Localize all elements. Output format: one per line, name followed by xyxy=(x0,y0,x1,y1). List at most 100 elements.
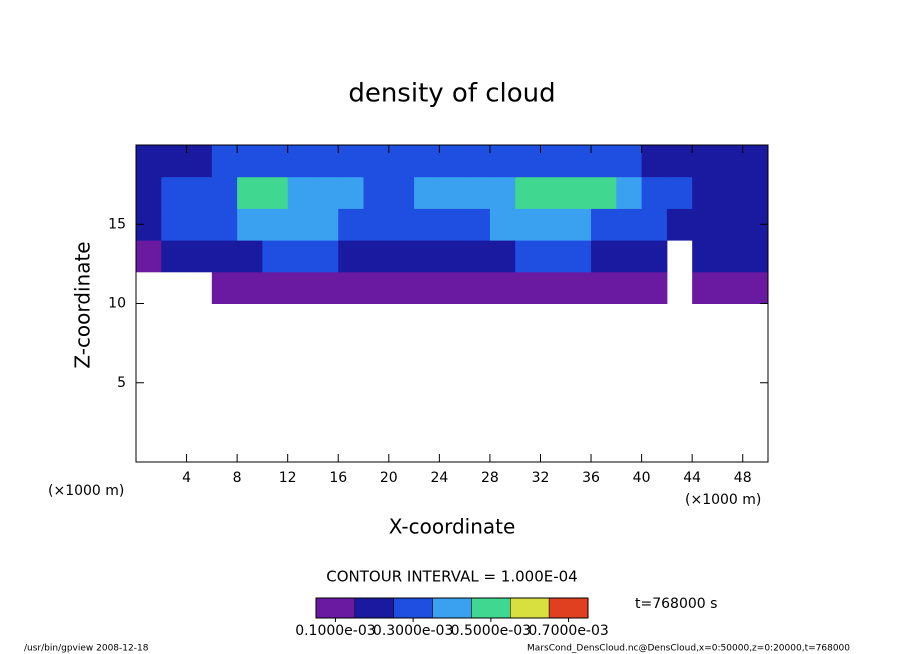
heat-cell xyxy=(717,240,744,273)
heat-cell xyxy=(287,271,314,304)
heat-cell xyxy=(464,240,491,273)
x-unit: (×1000 m) xyxy=(48,483,124,499)
heat-cell xyxy=(211,208,238,241)
heat-cell xyxy=(591,208,617,241)
heat-cell xyxy=(565,176,592,209)
heat-cell xyxy=(591,176,617,209)
heat-cell xyxy=(540,240,567,273)
heat-cell xyxy=(616,271,643,304)
x-tick-label: 48 xyxy=(734,470,752,486)
heat-cell xyxy=(692,176,718,209)
heat-cell xyxy=(262,208,289,241)
heat-cell xyxy=(591,240,617,273)
heat-cell xyxy=(312,176,339,209)
heat-cell xyxy=(641,208,668,241)
x-axis-label: X-coordinate xyxy=(389,515,516,539)
colorbar-tick-label: 0.7000e-03 xyxy=(528,623,608,639)
colorbar-segment xyxy=(471,597,511,619)
heat-cell xyxy=(363,240,390,273)
colorbar-frame xyxy=(315,597,589,619)
heat-cell xyxy=(237,145,263,178)
heat-cell xyxy=(363,145,390,178)
heat-cell xyxy=(464,208,491,241)
heat-cell xyxy=(540,176,567,209)
heat-cell xyxy=(211,145,238,178)
heat-cell xyxy=(414,208,440,241)
heat-cell xyxy=(616,145,643,178)
heat-cell xyxy=(312,145,339,178)
heat-cell xyxy=(489,240,516,273)
heat-cell xyxy=(312,240,339,273)
heat-cell xyxy=(641,271,668,304)
colorbar-segment xyxy=(432,597,472,619)
heat-cell xyxy=(489,208,516,241)
heat-cell xyxy=(287,176,314,209)
y-tick-label: 5 xyxy=(117,375,126,391)
heat-cell xyxy=(414,240,440,273)
x-tick-label: 44 xyxy=(683,470,701,486)
y-axis-label: Z-coordinate xyxy=(71,241,95,368)
heat-cell xyxy=(186,145,213,178)
heat-cell xyxy=(287,240,314,273)
heat-cell xyxy=(692,240,718,273)
heat-cell xyxy=(136,240,162,273)
heat-cell xyxy=(388,208,415,241)
colorbar-segment xyxy=(548,597,589,619)
colorbar-tick-label: 0.3000e-03 xyxy=(373,623,453,639)
colorbar-segment xyxy=(315,597,356,619)
x-tick-label: 32 xyxy=(532,470,550,486)
footer: /usr/bin/gpview 2008-12-18 xyxy=(24,644,149,654)
heat-cell xyxy=(237,271,263,304)
chart-title: density of cloud xyxy=(348,79,555,109)
heat-cell xyxy=(489,145,516,178)
heat-cell xyxy=(161,208,188,241)
heat-cell xyxy=(464,176,491,209)
heat-cell xyxy=(186,176,213,209)
heat-cell xyxy=(439,208,466,241)
heat-cell xyxy=(515,271,541,304)
heat-cell xyxy=(666,208,693,241)
heat-cell xyxy=(136,145,162,178)
heat-cell xyxy=(439,240,466,273)
heat-cell xyxy=(692,145,718,178)
heat-cell xyxy=(515,208,541,241)
heat-cell xyxy=(591,145,617,178)
heat-cell xyxy=(312,208,339,241)
heat-cell xyxy=(388,240,415,273)
x-tick-label: 36 xyxy=(582,470,600,486)
x-unit: (×1000 m) xyxy=(685,492,761,508)
heat-cell xyxy=(237,208,263,241)
x-tick-label: 8 xyxy=(233,470,242,486)
x-tick-label: 20 xyxy=(380,470,398,486)
heat-cell xyxy=(641,240,668,273)
heat-cell xyxy=(565,208,592,241)
heat-cell xyxy=(161,145,188,178)
x-tick-label: 4 xyxy=(182,470,191,486)
colorbar-segment xyxy=(393,597,433,619)
heat-cell xyxy=(717,145,744,178)
contour-interval: CONTOUR INTERVAL = 1.000E-04 xyxy=(326,568,577,586)
heat-cell xyxy=(591,271,617,304)
colorbar-tick-label: 0.5000e-03 xyxy=(451,623,531,639)
heat-cell xyxy=(616,240,643,273)
heat-cell xyxy=(388,145,415,178)
heat-cell xyxy=(641,145,668,178)
heat-cell xyxy=(287,208,314,241)
heat-cell xyxy=(338,271,365,304)
x-tick-label: 12 xyxy=(279,470,297,486)
colorbar-segment xyxy=(510,597,550,619)
heat-cell xyxy=(439,271,466,304)
heat-cell xyxy=(363,208,390,241)
heat-cell xyxy=(161,240,188,273)
colorbar-tick-label: 0.1000e-03 xyxy=(295,623,375,639)
colorbar-segment xyxy=(354,597,394,619)
heat-cell xyxy=(262,271,289,304)
heat-cell xyxy=(742,145,769,178)
heat-cell xyxy=(464,145,491,178)
heat-cell xyxy=(666,176,693,209)
heat-cell xyxy=(237,240,263,273)
heat-cell xyxy=(338,145,365,178)
heat-cell xyxy=(489,176,516,209)
y-tick-label: 15 xyxy=(108,216,126,232)
